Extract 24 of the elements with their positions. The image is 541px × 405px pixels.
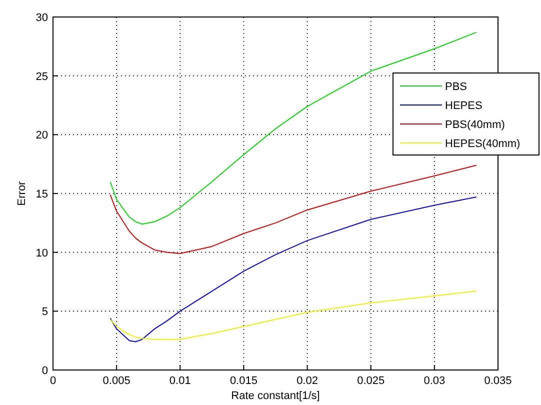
- line-series: [110, 290, 477, 340]
- legend-label: PBS: [445, 81, 468, 93]
- y-tick-label: 20: [36, 130, 48, 142]
- legend-label: HEPES: [445, 100, 482, 112]
- x-tick-label: 0.035: [484, 375, 512, 387]
- x-tick-label: 0.01: [169, 375, 191, 387]
- x-tick-label: 0.02: [296, 375, 318, 387]
- x-tick-label: 0.015: [230, 375, 258, 387]
- y-tick-label: 10: [36, 247, 48, 260]
- line-series: [110, 196, 477, 342]
- legend-label: HEPES(40mm): [445, 138, 520, 150]
- y-tick-label: 30: [36, 12, 48, 24]
- x-axis-title: Rate constant[1/s]: [231, 390, 320, 402]
- line-series: [110, 164, 477, 254]
- y-tick-label: 0: [42, 365, 48, 377]
- x-tick-label: 0.025: [357, 375, 385, 387]
- x-tick-label: 0.03: [424, 375, 446, 387]
- x-tick-label: 0.005: [102, 375, 130, 387]
- y-axis-title: Error: [16, 180, 28, 206]
- y-tick-label: 25: [36, 70, 48, 83]
- x-tick-label: 0: [50, 375, 56, 387]
- y-tick-label: 5: [42, 306, 48, 318]
- legend-label: PBS(40mm): [445, 119, 505, 131]
- y-tick-label: 15: [36, 188, 48, 200]
